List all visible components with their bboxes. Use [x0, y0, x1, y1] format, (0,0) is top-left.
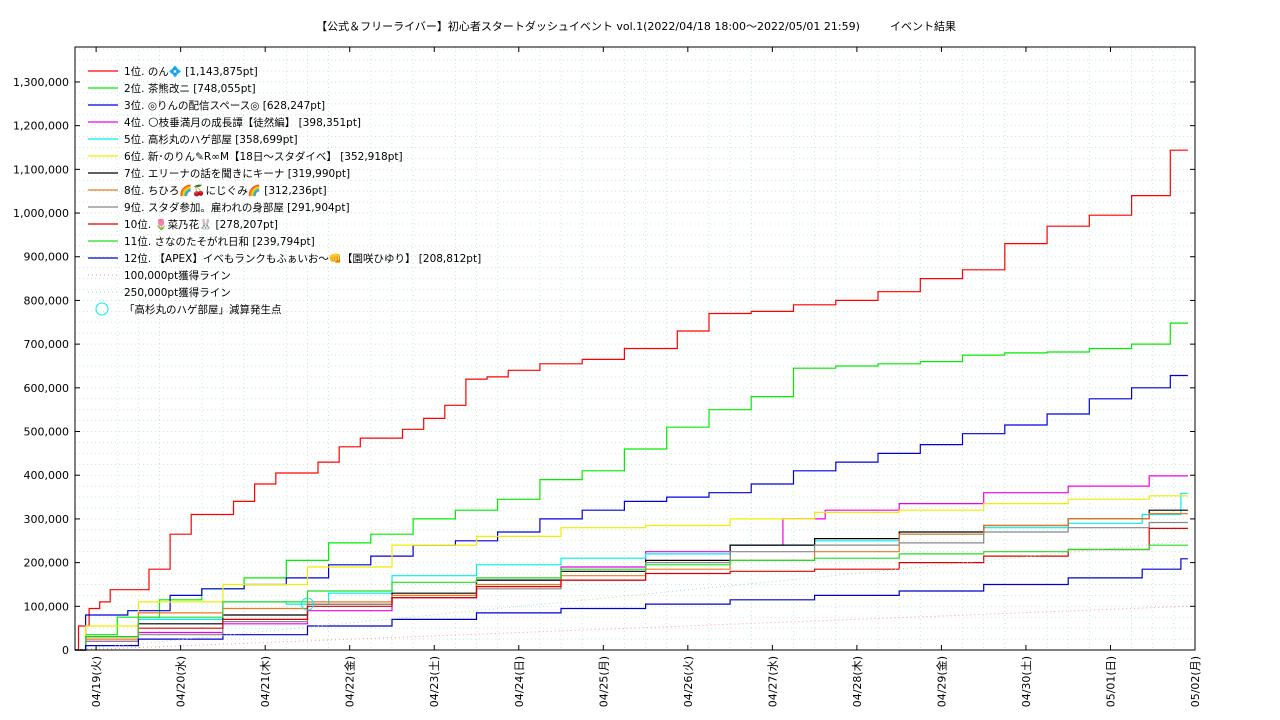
legend-label: 6位. 新･のりん✎R∞M【18日〜スタダイベ】 [352,918pt]	[124, 150, 403, 163]
chart-subtitle: イベント結果	[890, 19, 956, 33]
legend: 1位. のん💠 [1,143,875pt] 2位. 茶熊改ニ [748,055pt…	[88, 65, 481, 316]
y-tick-label: 100,000	[24, 600, 70, 613]
chart-title: 【公式＆フリーライバー】初心者スタートダッシュイベント vol.1(2022/0…	[316, 19, 860, 33]
y-tick-label: 300,000	[24, 513, 70, 526]
legend-label: 4位. 🌕枝垂満月の成長譚【徒然編】 [398,351pt]	[124, 116, 361, 129]
series-line	[74, 605, 1188, 651]
legend-label: 12位. 【APEX】イベもランクもふぁいお〜👊【園咲ひゆり】 [208,812…	[124, 252, 481, 265]
y-tick-label: 200,000	[24, 557, 70, 570]
series-line	[75, 544, 1188, 651]
legend-label: 10位. 🌷菜乃花🐰 [278,207pt]	[124, 218, 278, 231]
legend-label: 7位. エリーナの話を聞きにキーナ [319,990pt]	[124, 167, 350, 180]
y-tick-label: 1,000,000	[13, 207, 69, 220]
x-tick-label: 04/28(木)	[851, 656, 864, 707]
y-tick-label: 500,000	[24, 426, 70, 439]
x-tick-label: 04/19(火)	[90, 656, 103, 707]
y-tick-label: 700,000	[24, 338, 70, 351]
y-tick-label: 1,300,000	[13, 76, 69, 89]
legend-label: 1位. のん💠 [1,143,875pt]	[124, 65, 258, 78]
grid	[75, 47, 1195, 650]
series-line	[75, 521, 1188, 651]
series-line	[75, 149, 1188, 651]
x-tick-label: 05/02(月)	[1189, 656, 1202, 707]
series-line	[75, 513, 1188, 651]
legend-label: 100,000pt獲得ライン	[124, 269, 231, 282]
legend-label: 3位. ◎りんの配信スペース◎ [628,247pt]	[124, 99, 325, 112]
series-lines	[74, 149, 1188, 651]
x-tick-label: 04/23(土)	[428, 656, 441, 707]
legend-label: 「高杉丸のハゲ部屋」減算発生点	[124, 303, 282, 316]
y-tick-label: 1,100,000	[13, 163, 69, 176]
x-tick-label: 05/01(日)	[1104, 656, 1117, 707]
legend-label: 2位. 茶熊改ニ [748,055pt]	[124, 82, 256, 95]
y-tick-label: 800,000	[24, 294, 70, 307]
y-tick-label: 600,000	[24, 382, 70, 395]
legend-label: 8位. ちひろ🌈🍒にじぐみ🌈 [312,236pt]	[124, 184, 327, 197]
series-line	[75, 374, 1188, 651]
legend-label: 250,000pt獲得ライン	[124, 286, 231, 299]
x-tick-label: 04/29(金)	[934, 656, 948, 707]
x-tick-label: 04/26(火)	[682, 656, 695, 707]
x-tick-label: 04/21(木)	[259, 656, 272, 707]
x-tick-label: 04/25(月)	[597, 656, 610, 707]
y-tick-label: 0	[62, 644, 69, 657]
x-tick-label: 04/27(水)	[766, 656, 779, 707]
legend-label: 9位. スタダ参加。雇われの身部屋 [291,904pt]	[124, 201, 350, 214]
series-line	[75, 322, 1188, 651]
x-tick-label: 04/20(水)	[175, 656, 188, 707]
legend-label: 5位. 高杉丸のハゲ部屋 [358,699pt]	[124, 133, 298, 146]
plot-frame	[74, 46, 1196, 651]
x-tick-label: 04/22(金)	[343, 656, 357, 707]
series-line	[75, 527, 1188, 651]
y-tick-label: 1,200,000	[13, 120, 69, 133]
legend-marker	[95, 302, 109, 316]
marker-point	[300, 597, 314, 611]
axes: 0 100,000 200,000 300,000 400,000 500,000 600,…	[13, 47, 1202, 707]
legend-label: 11位. さなのたそがれ日和 [239,794pt]	[124, 235, 315, 248]
series-line	[75, 558, 1188, 651]
y-tick-label: 900,000	[24, 251, 70, 264]
y-tick-label: 400,000	[24, 469, 70, 482]
x-tick-label: 04/24(日)	[513, 656, 526, 707]
x-tick-label: 04/30(土)	[1020, 656, 1033, 707]
